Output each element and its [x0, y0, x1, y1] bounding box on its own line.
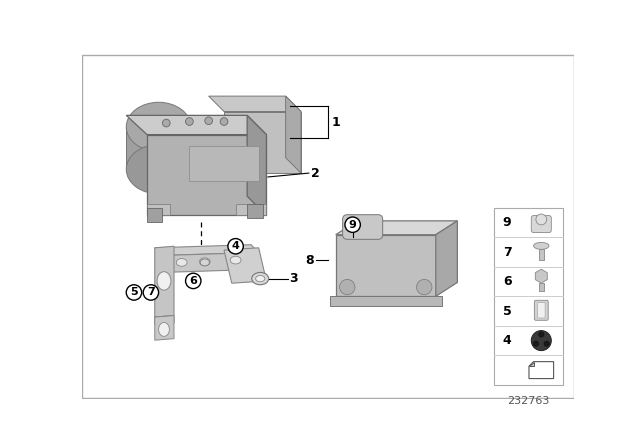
Circle shape: [163, 119, 170, 127]
Polygon shape: [247, 204, 262, 218]
Ellipse shape: [159, 323, 170, 336]
Text: 6: 6: [503, 275, 511, 288]
Polygon shape: [539, 283, 543, 291]
Polygon shape: [126, 116, 266, 134]
Polygon shape: [224, 248, 266, 283]
Ellipse shape: [534, 242, 549, 250]
Polygon shape: [163, 252, 259, 272]
Polygon shape: [330, 296, 442, 306]
Polygon shape: [155, 245, 259, 255]
Text: 3: 3: [289, 272, 298, 285]
Polygon shape: [155, 315, 174, 325]
Ellipse shape: [536, 214, 547, 225]
Text: 9: 9: [503, 216, 511, 229]
Circle shape: [340, 280, 355, 295]
Text: 1: 1: [332, 116, 340, 129]
Polygon shape: [147, 134, 266, 215]
Polygon shape: [436, 221, 458, 296]
Polygon shape: [147, 208, 163, 222]
Polygon shape: [336, 221, 458, 235]
FancyBboxPatch shape: [531, 215, 551, 233]
Polygon shape: [126, 127, 191, 169]
Ellipse shape: [255, 276, 265, 282]
Polygon shape: [155, 315, 174, 340]
Circle shape: [417, 280, 432, 295]
Circle shape: [143, 285, 159, 300]
Polygon shape: [155, 246, 174, 317]
Circle shape: [228, 238, 243, 254]
Circle shape: [345, 217, 360, 233]
Circle shape: [126, 285, 141, 300]
Text: 2: 2: [311, 167, 320, 180]
Circle shape: [544, 341, 549, 346]
Polygon shape: [224, 112, 301, 173]
Polygon shape: [539, 249, 543, 260]
Text: 5: 5: [130, 288, 138, 297]
Text: 5: 5: [503, 305, 511, 318]
Ellipse shape: [157, 271, 171, 290]
Polygon shape: [236, 204, 266, 215]
Polygon shape: [529, 362, 534, 366]
Text: 7: 7: [503, 246, 511, 258]
Polygon shape: [285, 96, 301, 173]
Circle shape: [533, 341, 539, 346]
FancyBboxPatch shape: [342, 215, 383, 239]
Text: 232763: 232763: [507, 396, 549, 405]
Text: 4: 4: [503, 334, 511, 347]
Polygon shape: [247, 116, 266, 215]
Polygon shape: [336, 235, 436, 296]
Circle shape: [539, 332, 544, 337]
Polygon shape: [209, 96, 301, 112]
Polygon shape: [147, 204, 170, 215]
Text: 6: 6: [189, 276, 197, 286]
Ellipse shape: [126, 102, 191, 151]
Ellipse shape: [200, 258, 210, 266]
Circle shape: [220, 118, 228, 125]
FancyBboxPatch shape: [538, 302, 545, 318]
Text: 8: 8: [305, 254, 314, 267]
Polygon shape: [529, 362, 554, 379]
Text: 7: 7: [147, 288, 155, 297]
Ellipse shape: [230, 256, 241, 264]
Text: 9: 9: [349, 220, 356, 230]
Circle shape: [205, 117, 212, 125]
Polygon shape: [493, 208, 563, 385]
Ellipse shape: [200, 259, 209, 266]
FancyBboxPatch shape: [534, 300, 548, 320]
Polygon shape: [189, 146, 259, 181]
Circle shape: [531, 331, 551, 351]
Ellipse shape: [126, 145, 191, 194]
Text: 4: 4: [232, 241, 239, 251]
Ellipse shape: [176, 258, 187, 266]
Circle shape: [186, 118, 193, 125]
Circle shape: [186, 273, 201, 289]
Ellipse shape: [252, 272, 269, 285]
